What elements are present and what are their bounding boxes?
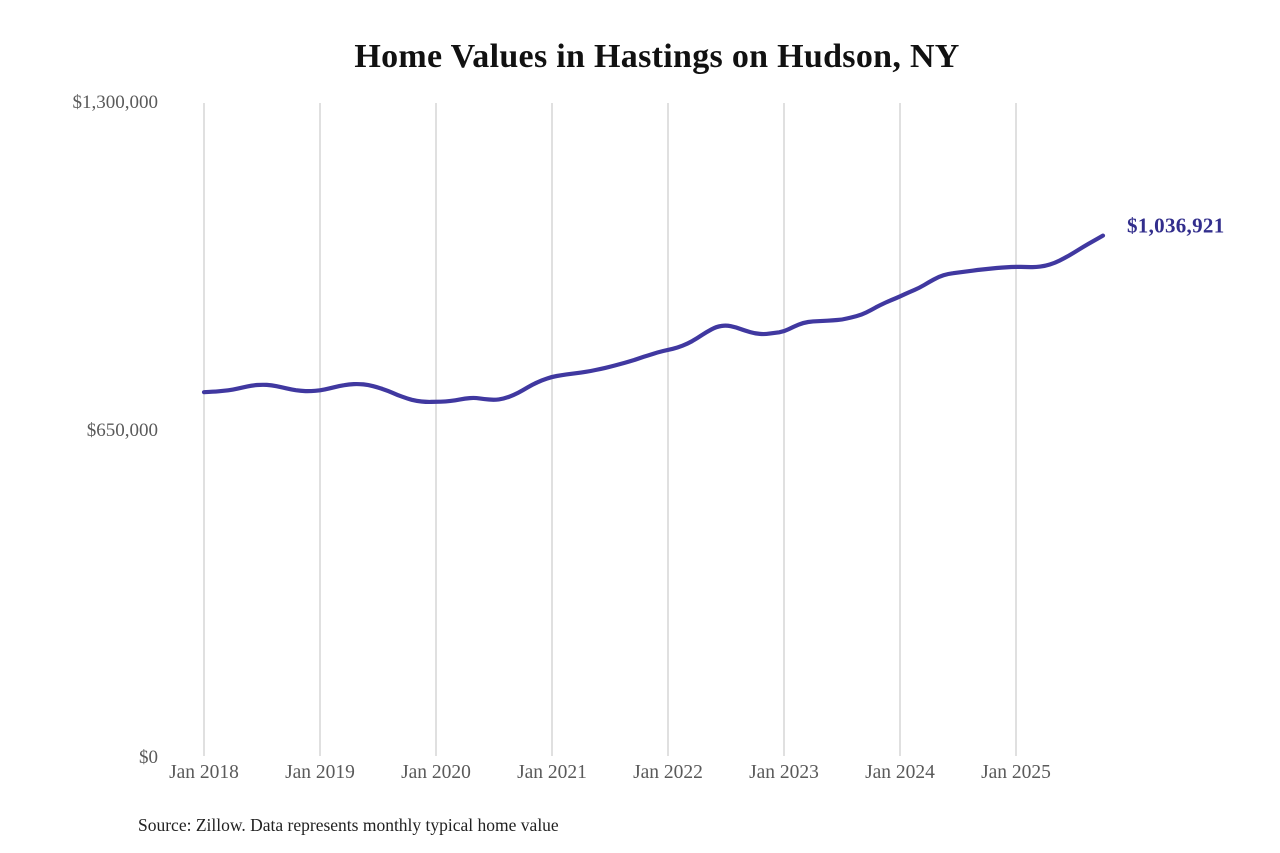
latest-value-label: $1,036,921 <box>1127 213 1225 238</box>
y-axis-tick-label: $0 <box>139 747 158 768</box>
x-axis-tick-label: Jan 2022 <box>633 762 703 783</box>
x-axis-tick-label: Jan 2020 <box>401 762 471 783</box>
series-line <box>201 233 1106 405</box>
y-axis-tick-label: $650,000 <box>86 419 158 441</box>
x-axis-tick-label: Jan 2023 <box>749 762 819 783</box>
y-axis-tick-label: $1,300,000 <box>72 92 159 113</box>
chart-title: Home Values in Hastings on Hudson, NY <box>354 38 960 75</box>
x-axis-tick-label: Jan 2024 <box>865 762 935 783</box>
x-axis-tick-label: Jan 2019 <box>285 762 355 783</box>
gridlines <box>203 103 1017 756</box>
x-axis-tick-label: Jan 2018 <box>169 762 239 783</box>
x-axis-tick-label: Jan 2025 <box>981 762 1051 783</box>
x-axis-tick-label: Jan 2021 <box>517 762 587 783</box>
source-note: Source: Zillow. Data represents monthly … <box>138 815 559 835</box>
